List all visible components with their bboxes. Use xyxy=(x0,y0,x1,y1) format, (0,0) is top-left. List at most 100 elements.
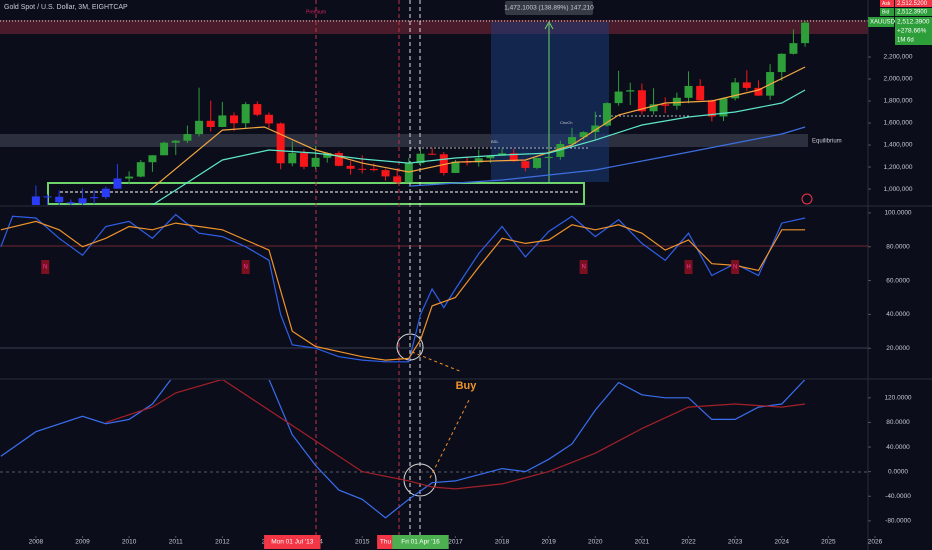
candle-body xyxy=(101,188,110,198)
x-tick-label: 2010 xyxy=(122,539,137,546)
pane xyxy=(31,20,810,205)
candle-body xyxy=(183,134,192,141)
candle-body xyxy=(358,168,367,170)
alert-icon[interactable] xyxy=(801,193,813,205)
candle-body xyxy=(451,161,460,173)
y-tick-label: 2,000,000 xyxy=(884,76,913,83)
candle-body xyxy=(789,43,798,54)
candle-body xyxy=(742,82,751,88)
x-tick-label: 2019 xyxy=(541,539,556,546)
y-tick-label: 60.0000 xyxy=(886,277,910,284)
y-tick-label: 80.0000 xyxy=(886,419,910,426)
x-tick-label: 2017 xyxy=(448,539,463,546)
highlight-tag xyxy=(392,535,449,549)
x-tick-label: 2018 xyxy=(495,539,510,546)
marker-label: H xyxy=(686,265,690,271)
candle-body xyxy=(125,176,134,179)
candle-body xyxy=(346,165,355,169)
bsl-label: BSL xyxy=(491,139,499,144)
series-line xyxy=(408,126,806,187)
candle-body xyxy=(533,158,542,168)
y-tick-label: 1,600,000 xyxy=(884,120,913,127)
y-tick-label: 80.0000 xyxy=(886,243,910,250)
candle-body xyxy=(381,170,390,177)
candle-body xyxy=(288,153,297,164)
header-title: Gold Spot / U.S. Dollar, 3M, EIGHTCAP xyxy=(4,4,128,11)
candle-body xyxy=(672,97,681,106)
x-tick-label: 2025 xyxy=(821,539,836,546)
last-box xyxy=(895,17,932,45)
candle-body xyxy=(521,161,530,168)
candle-body xyxy=(311,157,320,167)
x-tick-label: 2011 xyxy=(169,539,183,546)
x-tick-label: 2012 xyxy=(215,539,230,546)
highlight-tag xyxy=(377,535,394,549)
candle-body xyxy=(719,98,728,117)
y-tick-label: 0.0000 xyxy=(888,468,908,475)
ask-price: 2,512.5200 xyxy=(897,1,928,7)
x-tick-label: 2022 xyxy=(681,539,696,546)
candle-body xyxy=(579,132,588,138)
candle-body xyxy=(369,168,378,171)
last-price: 2,512.3900 xyxy=(897,19,930,26)
equilibrium-label: Equilibrium xyxy=(812,139,842,145)
candle-body xyxy=(474,158,483,163)
bid-tag xyxy=(880,8,894,16)
candle-body xyxy=(241,104,250,124)
candle-body xyxy=(661,104,670,106)
highlight-label: Fri 01 Apr '16 xyxy=(401,539,440,546)
highlight-label: Mon 01 Jul '13 xyxy=(271,539,313,546)
candle-body xyxy=(206,120,215,127)
premium-zone xyxy=(0,20,868,34)
candle-body xyxy=(136,162,145,177)
ask-tag-label: Ask xyxy=(882,1,891,7)
y-tick-label: 1,200,000 xyxy=(884,164,913,171)
candle-body xyxy=(486,155,495,159)
candle-body xyxy=(602,103,611,126)
x-tick-label: 2020 xyxy=(588,539,603,546)
y-tick-label: 120.0000 xyxy=(884,395,911,402)
candle-body xyxy=(334,153,343,166)
bid-box xyxy=(895,8,932,16)
candle-body xyxy=(230,115,239,124)
candle-body xyxy=(777,53,786,73)
x-tick-label: 2024 xyxy=(775,539,790,546)
y-tick-label: 1,400,000 xyxy=(884,142,913,149)
measure-tag xyxy=(505,1,593,15)
candle-body xyxy=(393,176,402,183)
candle-body xyxy=(78,198,87,204)
symbol-tag xyxy=(868,17,894,27)
highlight-label: Thu xyxy=(380,539,392,546)
y-tick-label: 40.0000 xyxy=(886,311,910,318)
pane xyxy=(0,380,806,519)
candle-body xyxy=(66,202,75,204)
candle-body xyxy=(416,153,425,164)
candle-body xyxy=(428,153,437,155)
measure-label: 1,472.1003 (138.89%) 147,210 xyxy=(504,5,594,12)
plot: 1,000,000 1,200,000 1,400,000 1,600,000 1,80… xyxy=(0,20,913,549)
y-tick-label: 100.0000 xyxy=(884,210,911,217)
candle-body xyxy=(591,125,600,133)
candle-body xyxy=(637,90,646,112)
highlight-tag xyxy=(264,535,321,549)
y-tick-label: 2,200,000 xyxy=(884,54,913,61)
premium-label: Premium xyxy=(306,9,326,15)
marker-label: N xyxy=(43,265,47,271)
marker xyxy=(41,260,50,274)
candle-body xyxy=(696,85,705,101)
candle-body xyxy=(43,196,52,198)
buy-label: Buy xyxy=(456,380,478,392)
pane xyxy=(0,213,806,363)
candle-body xyxy=(264,114,273,124)
marker-label: N xyxy=(733,265,737,271)
x-tick-label: 2009 xyxy=(75,539,90,546)
series-line xyxy=(0,220,806,361)
candle-body xyxy=(801,22,810,44)
series-line xyxy=(0,380,806,519)
y-tick-label: 20.0000 xyxy=(886,345,910,352)
candle-body xyxy=(707,100,716,117)
candle-body xyxy=(253,104,262,115)
candle-body xyxy=(731,82,740,99)
y-tick-label: 40.0000 xyxy=(886,444,910,451)
